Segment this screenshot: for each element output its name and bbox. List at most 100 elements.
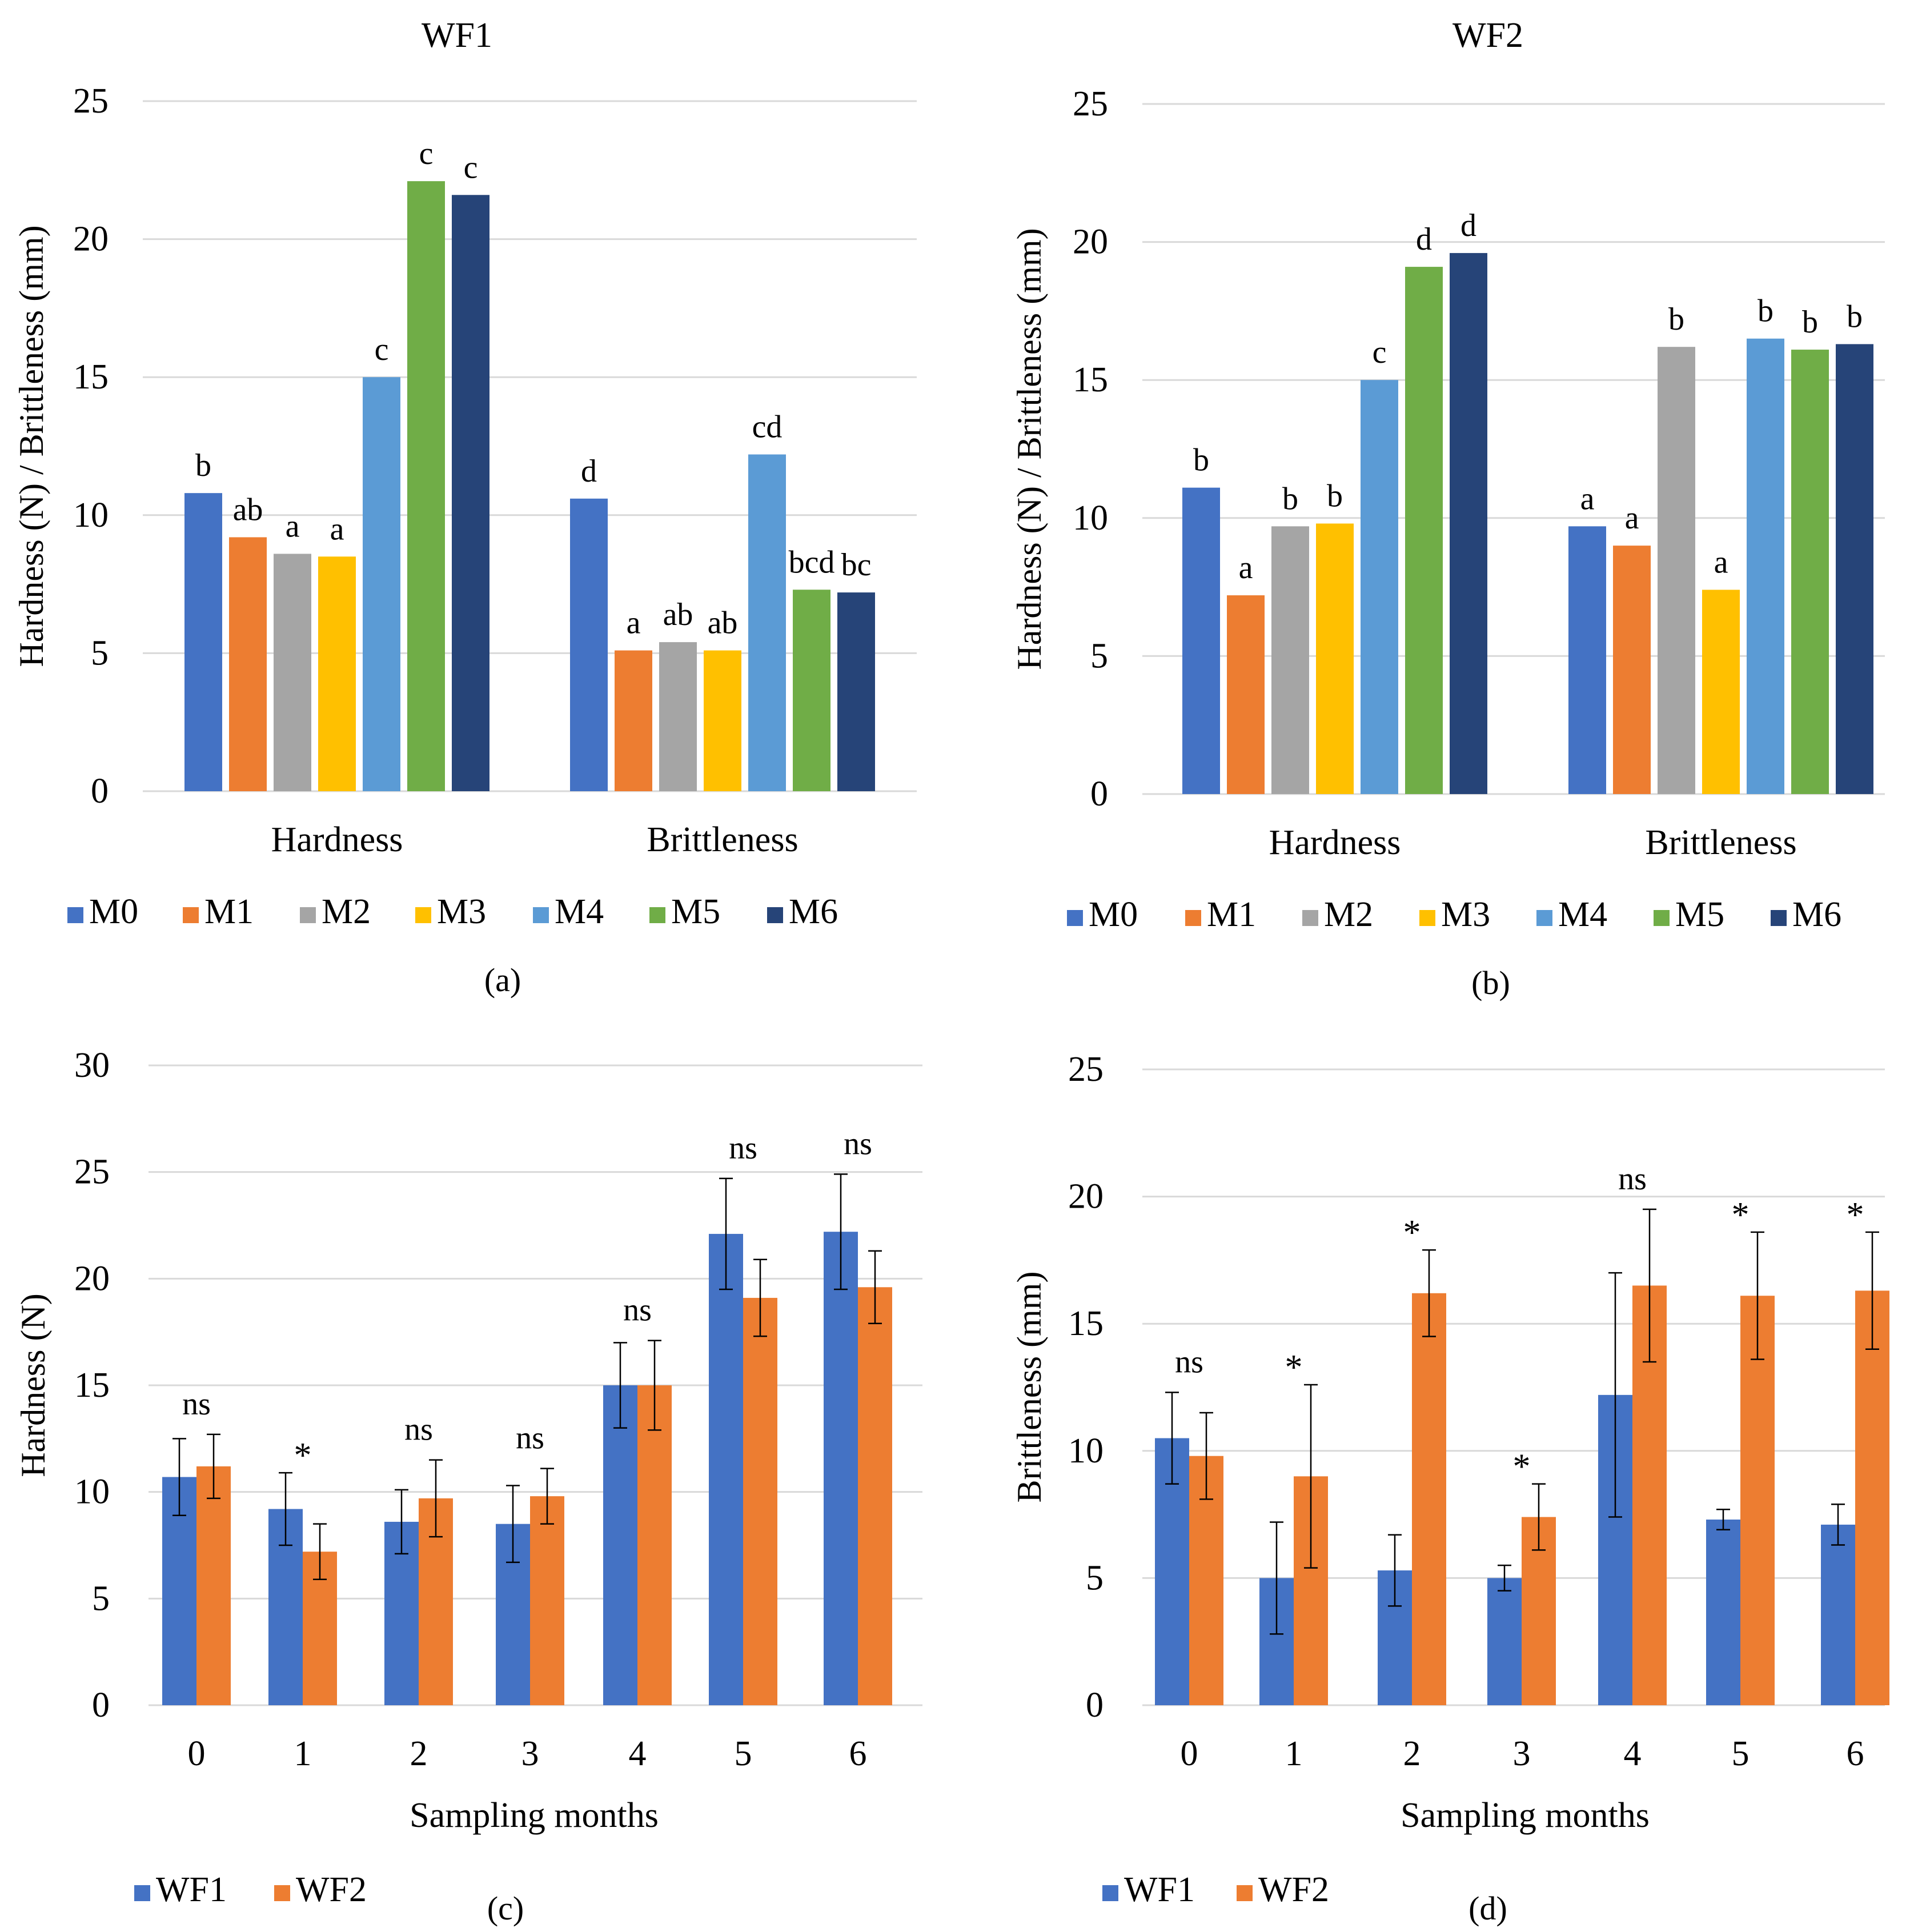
legend-label: WF2 (1258, 1870, 1329, 1909)
x-tick-label: 6 (849, 1734, 867, 1773)
significance-letter: c (375, 332, 389, 367)
panel-label: (b) (1471, 964, 1510, 1001)
legend-label: WF1 (1124, 1870, 1195, 1909)
bar-wf1 (709, 1233, 743, 1705)
y-tick-label: 25 (1068, 1050, 1104, 1089)
significance-letter: a (330, 511, 344, 547)
bar-m6 (452, 195, 489, 792)
significance-letter: a (1239, 550, 1253, 586)
significance-letter: b (1193, 443, 1209, 478)
y-tick-label: 10 (73, 496, 109, 535)
significance-letter: b (1282, 481, 1298, 516)
panel-label: (a) (484, 961, 521, 999)
bar-wf2 (637, 1385, 672, 1705)
y-tick-label: 15 (74, 1366, 110, 1405)
legend-label: M0 (89, 892, 138, 931)
y-tick-label: 20 (73, 220, 109, 259)
significance-letter: b (1668, 302, 1684, 337)
y-tick-label: 15 (1068, 1304, 1104, 1343)
x-tick-label: 2 (1403, 1734, 1421, 1773)
significance-label: ns (729, 1131, 757, 1166)
legend-label: WF2 (296, 1870, 367, 1909)
significance-letter: c (464, 150, 478, 185)
legend-swatch-m1 (183, 907, 199, 923)
significance-letter: bc (841, 547, 872, 583)
bar-m4 (1361, 380, 1398, 794)
significance-label: * (294, 1436, 312, 1475)
significance-letter: a (627, 606, 641, 641)
significance-letter: a (1714, 544, 1728, 580)
y-tick-label: 5 (1086, 1558, 1104, 1597)
x-tick-label: 0 (188, 1734, 206, 1773)
significance-label: * (1285, 1348, 1303, 1387)
legend-swatch-m2 (1302, 910, 1318, 926)
bar-m3 (1316, 523, 1354, 794)
bar-m4 (748, 454, 786, 791)
legend-swatch-m1 (1185, 910, 1201, 926)
bar-m6 (837, 592, 875, 791)
y-tick-label: 25 (74, 1153, 110, 1192)
legend-swatch-m0 (67, 907, 83, 923)
x-tick-label: 5 (1732, 1734, 1750, 1773)
significance-label: * (1513, 1448, 1531, 1486)
significance-label: ns (404, 1412, 433, 1448)
significance-label: * (1732, 1196, 1750, 1234)
legend-label: M4 (1558, 895, 1607, 934)
legend-swatch-wf1 (1102, 1885, 1118, 1901)
x-tick-label: 1 (1285, 1734, 1303, 1773)
bar-wf2 (1740, 1296, 1775, 1705)
y-tick-label: 30 (74, 1046, 110, 1085)
significance-letter: b (1802, 304, 1818, 340)
chart-title: WF2 (1452, 16, 1523, 55)
y-tick-label: 20 (1073, 223, 1108, 262)
significance-letter: ab (708, 606, 738, 641)
significance-letter: c (1373, 335, 1387, 370)
legend-swatch-m3 (415, 907, 431, 923)
legend-swatch-m4 (1536, 910, 1552, 926)
x-axis-label: Sampling months (410, 1796, 659, 1835)
bar-m5 (407, 181, 445, 792)
x-tick-label: 4 (629, 1734, 647, 1773)
x-tick-label: 3 (1513, 1734, 1531, 1773)
x-tick-label: Brittleness (1645, 823, 1796, 862)
legend-label: M5 (1675, 895, 1724, 934)
significance-letter: b (1758, 294, 1773, 329)
panel-label: (d) (1468, 1890, 1507, 1927)
x-tick-label: 5 (735, 1734, 752, 1773)
x-tick-label: 6 (1847, 1734, 1864, 1773)
y-axis-label: Hardness (N) (14, 1293, 52, 1477)
legend-label: M6 (789, 892, 838, 931)
bar-m5 (793, 590, 830, 791)
y-tick-label: 10 (1068, 1432, 1104, 1470)
y-tick-label: 20 (74, 1259, 110, 1298)
bar-m0 (1568, 526, 1606, 794)
legend-label: M6 (1792, 895, 1841, 934)
y-tick-label: 25 (1073, 85, 1108, 123)
significance-label: ns (623, 1293, 652, 1328)
significance-letter: bcd (789, 544, 835, 580)
bar-m5 (1791, 350, 1829, 794)
significance-letter: d (1460, 208, 1476, 243)
x-tick-label: Hardness (1269, 823, 1401, 862)
significance-label: ns (1175, 1344, 1203, 1380)
significance-letter: d (1416, 222, 1432, 257)
bar-m5 (1405, 267, 1443, 794)
bar-m3 (318, 556, 356, 791)
bar-wf2 (743, 1297, 777, 1705)
bar-m2 (274, 554, 311, 791)
x-tick-label: 0 (1181, 1734, 1198, 1773)
x-tick-label: 4 (1624, 1734, 1642, 1773)
bar-m0 (184, 493, 222, 791)
bar-m0 (570, 498, 608, 791)
legend-swatch-m4 (533, 907, 549, 923)
significance-letter: b (195, 448, 211, 483)
chart-panel-b: 0 5 10 15 20 25 WF2 Hardness (N) / Brittleness … (1010, 16, 1885, 1001)
bar-m0 (1182, 487, 1220, 794)
legend-swatch-m6 (767, 907, 783, 923)
legend-swatch-wf2 (1237, 1885, 1253, 1901)
bar-m3 (704, 650, 741, 791)
legend-swatch-m3 (1419, 910, 1435, 926)
legend-label: M0 (1089, 895, 1138, 934)
